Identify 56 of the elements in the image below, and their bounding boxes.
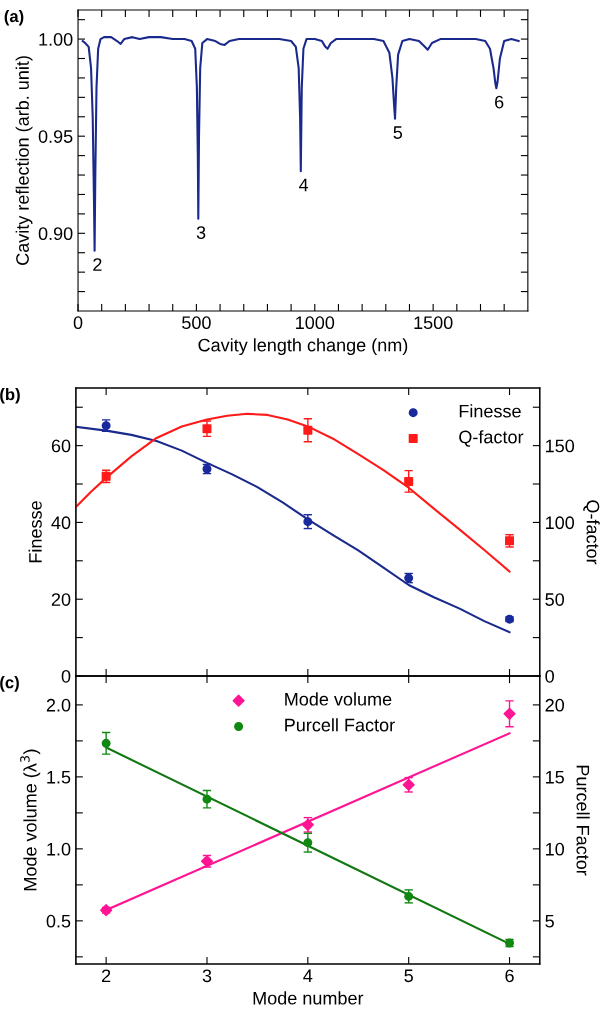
- y-axis-title: Cavity reflection (arb. unit): [15, 56, 33, 265]
- point: [503, 707, 516, 720]
- point: [303, 838, 313, 848]
- point: [303, 425, 313, 435]
- annotation: 2: [93, 258, 102, 271]
- legend-label: Mode volume: [285, 692, 392, 706]
- y2-tick-label: 150: [546, 439, 575, 453]
- legend-label: Q-factor: [459, 430, 524, 447]
- y2-axis-title: Purcell Factor: [576, 765, 590, 876]
- line-series: [81, 36, 520, 252]
- x-tick-label: 0: [73, 316, 83, 330]
- x-tick-label: 2: [102, 969, 111, 982]
- y-tick-label: 0.5: [46, 914, 71, 928]
- point: [202, 794, 212, 804]
- legend-label: Purcell Factor: [285, 718, 395, 732]
- annotation: 3: [196, 226, 206, 239]
- x-axis-title: Mode number: [253, 991, 364, 1005]
- y-tick-label: 20: [51, 593, 71, 606]
- chart-title: (b): [0, 388, 20, 404]
- point: [404, 476, 414, 486]
- y2-tick-label: 50: [545, 593, 565, 606]
- y2-tick-label: 20: [545, 698, 565, 712]
- annotation: 6: [495, 95, 504, 109]
- y-tick-label: 40: [51, 516, 71, 530]
- y-tick-label: 1.00: [39, 33, 73, 46]
- x-tick-label: 3: [202, 969, 212, 983]
- x-tick-label: 1000: [296, 316, 335, 330]
- chart-title: (a): [4, 9, 24, 26]
- x-tick-label: 5: [404, 969, 413, 983]
- y-tick-label: 1.0: [47, 842, 71, 856]
- y2-axis-title: Q-factor: [583, 500, 600, 565]
- y-tick-label: 1.5: [47, 771, 71, 784]
- y2-tick-label: 0: [545, 669, 554, 683]
- chart-title: (c): [0, 676, 19, 692]
- point: [101, 738, 111, 748]
- legend-label: Finesse: [459, 404, 521, 418]
- y-tick-label: 0.90: [38, 227, 73, 241]
- point: [202, 424, 212, 434]
- y-axis-title: Finesse: [28, 501, 42, 563]
- x-axis-title: Cavity length change (nm): [198, 338, 408, 356]
- y-tick-label: 60: [51, 439, 71, 453]
- annotation: 4: [298, 178, 309, 192]
- y-tick-label: 0: [61, 669, 71, 683]
- x-tick-label: 6: [505, 969, 514, 983]
- y2-tick-label: 100: [546, 516, 575, 530]
- annotation: 5: [393, 126, 403, 139]
- point: [301, 818, 314, 831]
- y2-tick-label: 10: [546, 842, 565, 856]
- x-tick-label: 500: [182, 316, 211, 330]
- x-tick-label: 1500: [414, 316, 453, 330]
- y2-tick-label: 5: [545, 914, 554, 928]
- y-tick-label: 2.0: [46, 698, 71, 712]
- x-tick-label: 4: [303, 969, 313, 982]
- y2-tick-label: 15: [546, 771, 564, 784]
- y-axis-title: Mode volume (λ$^{3}$): [20, 749, 41, 891]
- y-tick-label: 0.95: [38, 130, 73, 143]
